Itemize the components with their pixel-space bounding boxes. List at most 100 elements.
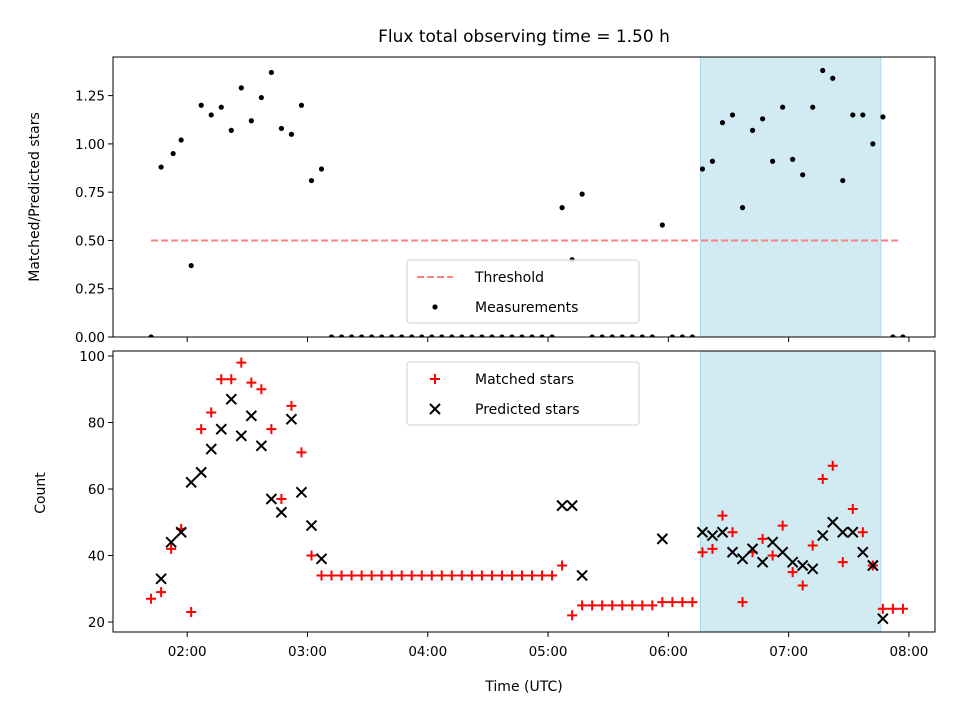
predicted-star-point bbox=[185, 476, 197, 489]
measurement-point bbox=[529, 334, 535, 337]
matched-star-point bbox=[386, 570, 397, 581]
matched-star-point bbox=[426, 570, 437, 581]
matched-star-point bbox=[527, 570, 538, 581]
matched-star-point bbox=[286, 400, 297, 411]
predicted-star-point bbox=[817, 529, 829, 542]
predicted-star-point bbox=[837, 526, 849, 538]
measurement-point bbox=[238, 85, 244, 91]
measurement-point bbox=[800, 172, 806, 178]
measurement-point bbox=[258, 94, 264, 101]
measurement-point bbox=[599, 334, 605, 337]
matched-star-point bbox=[276, 493, 287, 504]
y-tick-label: 40 bbox=[88, 549, 105, 565]
matched-star-point bbox=[587, 600, 598, 611]
matched-star-point bbox=[847, 503, 858, 514]
measurement-point bbox=[729, 112, 736, 118]
measurement-point bbox=[459, 334, 465, 337]
measurement-point bbox=[288, 131, 295, 137]
measurement-point bbox=[298, 102, 305, 108]
measurement-point bbox=[198, 102, 204, 108]
predicted-star-point bbox=[215, 423, 227, 435]
predicted-star-point bbox=[315, 553, 328, 565]
measurement-point bbox=[318, 166, 325, 172]
bottom-panel-legend: Matched stars Predicted stars bbox=[406, 361, 640, 426]
matched-star-point bbox=[156, 587, 167, 598]
matched-star-point bbox=[346, 570, 357, 581]
matched-star-point bbox=[837, 557, 848, 568]
predicted-star-point bbox=[566, 499, 578, 512]
measurement-point bbox=[399, 334, 405, 337]
predicted-star-point bbox=[786, 556, 799, 568]
matched-star-point bbox=[637, 600, 648, 611]
chart-title: Flux total observing time = 1.50 h bbox=[378, 27, 670, 47]
measurement-point bbox=[218, 104, 224, 110]
top-panel-legend: Threshold Measurements bbox=[406, 259, 640, 324]
legend-label: Measurements bbox=[475, 300, 578, 316]
matched-star-point bbox=[406, 570, 417, 581]
predicted-star-point bbox=[305, 519, 318, 532]
predicted-star-point bbox=[265, 493, 278, 505]
predicted-star-point bbox=[827, 516, 839, 528]
measurement-point bbox=[659, 222, 665, 228]
matched-star-point bbox=[607, 600, 618, 611]
y-tick-label: 100 bbox=[79, 349, 105, 365]
matched-star-point bbox=[216, 374, 227, 385]
y-tick-label: 0.00 bbox=[75, 330, 105, 346]
predicted-star-point bbox=[857, 546, 869, 558]
matched-star-point bbox=[677, 597, 688, 608]
matched-star-point bbox=[516, 570, 527, 581]
matched-star-point bbox=[667, 597, 678, 608]
matched-star-point bbox=[817, 474, 828, 485]
matched-star-point bbox=[166, 543, 177, 554]
matched-star-point bbox=[456, 570, 467, 581]
matched-star-point bbox=[436, 570, 447, 581]
matched-star-point bbox=[697, 547, 708, 558]
measurement-point bbox=[188, 262, 194, 269]
measurement-point bbox=[739, 205, 746, 211]
matched-star-point bbox=[396, 570, 407, 581]
legend-matched-swatch bbox=[430, 374, 440, 384]
bottom-panel-y-axis: 20 40 60 80 100 bbox=[79, 349, 113, 631]
shaded-interval-top bbox=[699, 56, 882, 338]
measurement-point bbox=[499, 334, 505, 337]
top-panel-frame bbox=[112, 56, 936, 338]
predicted-star-point bbox=[656, 533, 669, 545]
bottom-panel: 20 40 60 80 100 02:00 03:00 04:00 05:00 06:00 07:… bbox=[33, 349, 936, 660]
predicted-star-point bbox=[766, 536, 779, 548]
shaded-interval-rect bbox=[699, 56, 882, 338]
y-tick-label: 1.25 bbox=[75, 89, 105, 105]
measurement-point bbox=[208, 112, 214, 118]
measurement-point bbox=[820, 67, 826, 74]
matched-star-point bbox=[366, 570, 377, 581]
predicted-star-point bbox=[275, 506, 288, 518]
top-panel-plot-area bbox=[148, 67, 906, 337]
measurement-point bbox=[679, 334, 685, 337]
matched-star-point bbox=[486, 570, 497, 581]
legend-box bbox=[406, 259, 640, 324]
measurement-point bbox=[639, 334, 645, 337]
measurement-point bbox=[148, 334, 154, 337]
legend-label: Predicted stars bbox=[475, 402, 580, 418]
matched-star-point bbox=[897, 603, 908, 614]
measurement-point bbox=[369, 334, 375, 337]
matched-star-point bbox=[597, 600, 608, 611]
matched-star-point bbox=[266, 424, 277, 435]
measurement-point bbox=[429, 334, 435, 337]
matched-star-point bbox=[557, 560, 568, 571]
measurement-point bbox=[619, 334, 625, 337]
measurement-point bbox=[870, 141, 876, 147]
matched-star-point bbox=[657, 597, 668, 608]
measurement-point bbox=[890, 334, 896, 337]
matched-star-point bbox=[256, 384, 267, 395]
matched-star-point bbox=[757, 533, 768, 544]
matched-star-point bbox=[797, 580, 808, 591]
matched-star-point bbox=[246, 377, 257, 388]
predicted-star-point bbox=[235, 430, 248, 442]
top-panel-y-axis-label: Matched/Predicted stars bbox=[27, 112, 43, 282]
y-tick-label: 80 bbox=[88, 415, 105, 431]
bottom-panel-y-axis-label: Count bbox=[33, 472, 49, 514]
bottom-panel-x-axis: 02:00 03:00 04:00 05:00 06:00 07:00 08:00 bbox=[168, 632, 928, 660]
y-tick-label: 20 bbox=[88, 615, 105, 631]
matched-star-point bbox=[296, 447, 307, 458]
